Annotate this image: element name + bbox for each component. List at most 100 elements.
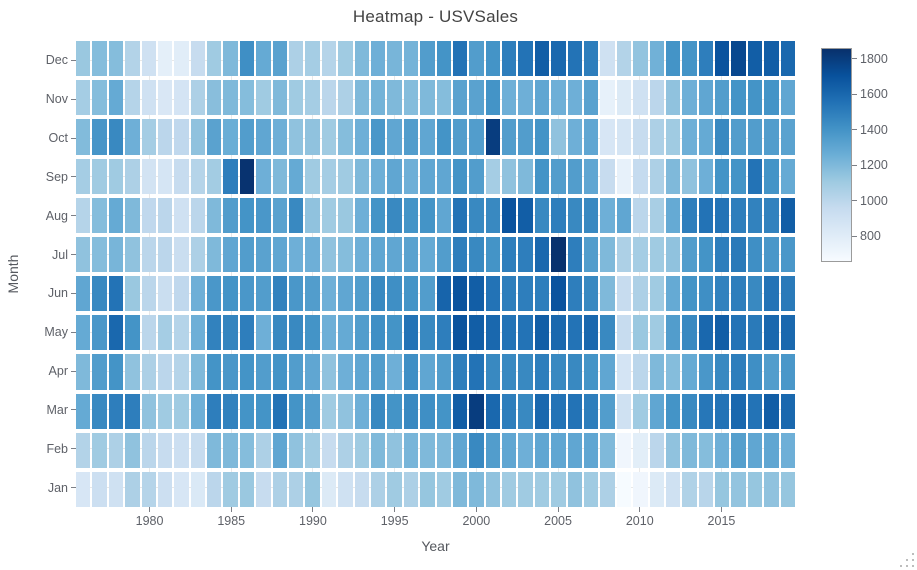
heatmap-cell[interactable] [403, 432, 419, 468]
heatmap-cell[interactable] [649, 276, 664, 312]
heatmap-cell[interactable] [141, 119, 156, 155]
heatmap-cell[interactable] [108, 80, 124, 116]
heatmap-cell[interactable] [92, 80, 107, 116]
heatmap-cell[interactable] [403, 276, 419, 312]
heatmap-cell[interactable] [747, 158, 763, 194]
heatmap-cell[interactable] [141, 197, 156, 233]
heatmap-cell[interactable] [518, 197, 533, 233]
heatmap-cell[interactable] [370, 197, 386, 233]
heatmap-cell[interactable] [272, 197, 288, 233]
heatmap-cell[interactable] [534, 393, 550, 429]
heatmap-cell[interactable] [436, 236, 451, 272]
heatmap-cell[interactable] [338, 315, 353, 351]
heatmap-cell[interactable] [239, 471, 255, 507]
heatmap-cell[interactable] [141, 276, 156, 312]
heatmap-cell[interactable] [780, 197, 795, 233]
heatmap-cell[interactable] [354, 393, 369, 429]
heatmap-cell[interactable] [469, 315, 484, 351]
heatmap-cell[interactable] [223, 354, 238, 390]
heatmap-plot-area[interactable] [76, 41, 795, 507]
heatmap-cell[interactable] [518, 315, 533, 351]
heatmap-cell[interactable] [338, 119, 353, 155]
heatmap-cell[interactable] [747, 276, 763, 312]
heatmap-cell[interactable] [387, 471, 402, 507]
heatmap-cell[interactable] [485, 315, 501, 351]
heatmap-cell[interactable] [108, 158, 124, 194]
heatmap-cell[interactable] [633, 197, 648, 233]
heatmap-cell[interactable] [223, 119, 238, 155]
heatmap-cell[interactable] [370, 158, 386, 194]
heatmap-cell[interactable] [518, 393, 533, 429]
heatmap-cell[interactable] [420, 41, 435, 77]
heatmap-cell[interactable] [403, 80, 419, 116]
heatmap-cell[interactable] [190, 315, 206, 351]
heatmap-cell[interactable] [436, 158, 451, 194]
heatmap-cell[interactable] [600, 197, 615, 233]
heatmap-cell[interactable] [747, 119, 763, 155]
heatmap-cell[interactable] [387, 158, 402, 194]
heatmap-cell[interactable] [780, 315, 795, 351]
heatmap-cell[interactable] [485, 393, 501, 429]
heatmap-cell[interactable] [305, 315, 320, 351]
heatmap-cell[interactable] [207, 393, 222, 429]
heatmap-cell[interactable] [256, 80, 271, 116]
heatmap-cell[interactable] [452, 197, 468, 233]
heatmap-cell[interactable] [649, 197, 664, 233]
heatmap-cell[interactable] [583, 197, 599, 233]
heatmap-cell[interactable] [698, 315, 714, 351]
heatmap-cell[interactable] [682, 197, 697, 233]
heatmap-cell[interactable] [239, 158, 255, 194]
heatmap-cell[interactable] [125, 393, 140, 429]
heatmap-cell[interactable] [321, 393, 337, 429]
heatmap-cells[interactable] [76, 41, 795, 507]
heatmap-cell[interactable] [534, 41, 550, 77]
heatmap-cell[interactable] [633, 80, 648, 116]
heatmap-cell[interactable] [239, 393, 255, 429]
heatmap-cell[interactable] [551, 354, 566, 390]
heatmap-cell[interactable] [289, 432, 304, 468]
heatmap-cell[interactable] [403, 119, 419, 155]
heatmap-cell[interactable] [76, 158, 91, 194]
heatmap-cell[interactable] [174, 80, 189, 116]
heatmap-cell[interactable] [633, 119, 648, 155]
heatmap-cell[interactable] [567, 197, 582, 233]
heatmap-cell[interactable] [354, 80, 369, 116]
heatmap-cell[interactable] [157, 119, 173, 155]
heatmap-cell[interactable] [420, 197, 435, 233]
heatmap-cell[interactable] [518, 119, 533, 155]
heatmap-cell[interactable] [551, 236, 566, 272]
heatmap-cell[interactable] [469, 158, 484, 194]
heatmap-cell[interactable] [239, 236, 255, 272]
heatmap-cell[interactable] [551, 80, 566, 116]
heatmap-cell[interactable] [600, 432, 615, 468]
heatmap-cell[interactable] [141, 471, 156, 507]
heatmap-cell[interactable] [272, 80, 288, 116]
heatmap-cell[interactable] [764, 393, 779, 429]
heatmap-cell[interactable] [305, 354, 320, 390]
heatmap-cell[interactable] [780, 393, 795, 429]
heatmap-cell[interactable] [682, 432, 697, 468]
heatmap-cell[interactable] [551, 41, 566, 77]
heatmap-cell[interactable] [256, 276, 271, 312]
heatmap-cell[interactable] [338, 80, 353, 116]
heatmap-cell[interactable] [321, 80, 337, 116]
heatmap-cell[interactable] [747, 80, 763, 116]
heatmap-cell[interactable] [715, 471, 730, 507]
heatmap-cell[interactable] [338, 236, 353, 272]
heatmap-cell[interactable] [534, 80, 550, 116]
heatmap-cell[interactable] [616, 276, 632, 312]
heatmap-cell[interactable] [321, 276, 337, 312]
heatmap-cell[interactable] [567, 393, 582, 429]
heatmap-cell[interactable] [272, 432, 288, 468]
heatmap-cell[interactable] [633, 158, 648, 194]
heatmap-cell[interactable] [174, 354, 189, 390]
heatmap-cell[interactable] [780, 236, 795, 272]
heatmap-cell[interactable] [387, 315, 402, 351]
heatmap-cell[interactable] [321, 236, 337, 272]
heatmap-cell[interactable] [469, 41, 484, 77]
heatmap-cell[interactable] [92, 197, 107, 233]
heatmap-cell[interactable] [76, 119, 91, 155]
heatmap-cell[interactable] [502, 393, 517, 429]
heatmap-cell[interactable] [682, 80, 697, 116]
heatmap-cell[interactable] [256, 119, 271, 155]
